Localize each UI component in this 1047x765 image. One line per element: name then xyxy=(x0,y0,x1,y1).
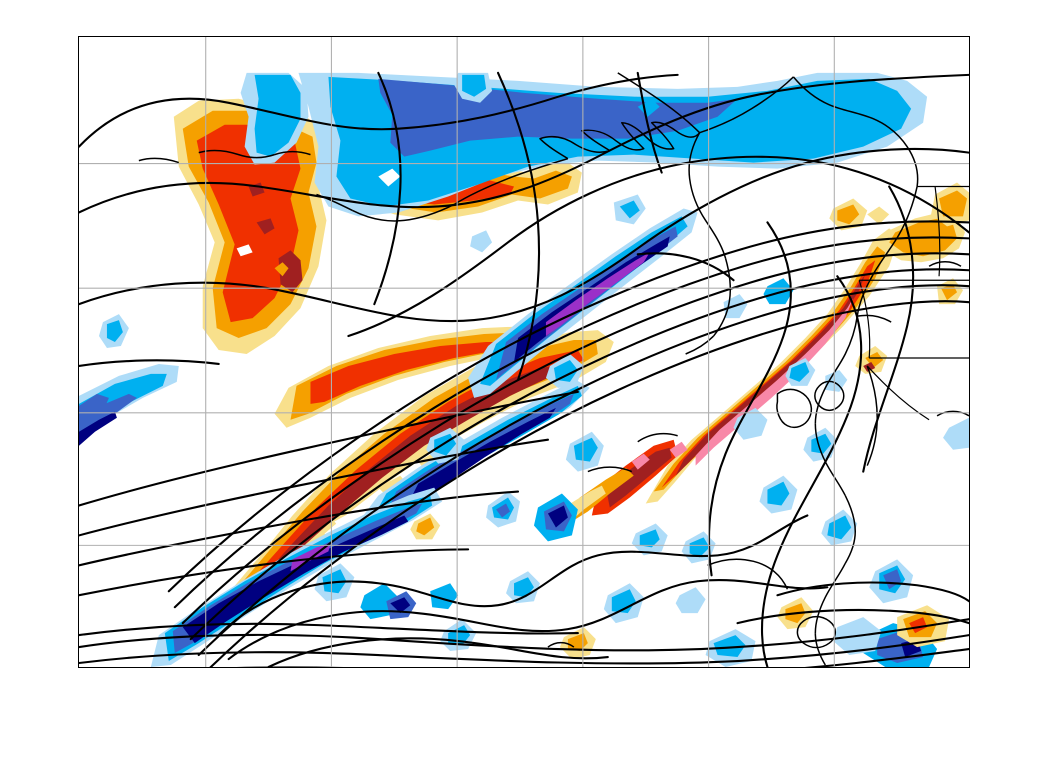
fill-darkred-ar-tail xyxy=(605,447,672,508)
fill-orange-p33 xyxy=(837,204,860,225)
fill-red-nw xyxy=(196,124,301,323)
fill-ltblue-p34 xyxy=(675,587,706,614)
fill-navy-p10 xyxy=(390,597,411,614)
colorbar-swatches[interactable] xyxy=(0,700,1047,742)
fill-darkred-ar xyxy=(675,274,866,476)
map-plot-area xyxy=(79,37,969,667)
fill-darkred-nw xyxy=(278,250,303,293)
fill-ltblue-p23 xyxy=(733,407,768,440)
gridline-layer xyxy=(79,37,969,667)
fill-cyan-p37 xyxy=(689,537,710,558)
fill-cyan-p1 xyxy=(106,320,123,343)
fill-hole-nw2 xyxy=(236,244,253,257)
fill-orange-calif2 xyxy=(913,230,938,253)
fill-cyan-p6 xyxy=(553,359,578,382)
fill-blue-p7 xyxy=(496,503,511,518)
fill-cyan-p22 xyxy=(827,515,852,540)
fill-darkred-nw2 xyxy=(256,218,275,235)
fill-orange-p29 xyxy=(416,517,435,536)
fill-navy-sub xyxy=(182,515,409,644)
colorbar[interactable] xyxy=(0,700,1047,765)
fill-darkred-sw xyxy=(863,361,876,372)
fill-hole-gulf2 xyxy=(637,98,660,117)
fill-red-p26 xyxy=(909,617,928,634)
fill-cyan-p18 xyxy=(763,278,794,305)
fill-navy-mid xyxy=(402,407,556,516)
coastline-layer xyxy=(138,72,969,666)
fill-cyan-p30 xyxy=(639,529,660,548)
fill-cyan-p13 xyxy=(514,577,534,598)
fill-ltblue-p4 xyxy=(470,230,493,253)
contour-line-layer xyxy=(79,71,969,667)
fill-pink-ar-spot2 xyxy=(669,441,688,458)
fill-cyan-p11 xyxy=(430,583,459,610)
map-axes[interactable] xyxy=(78,36,970,668)
fill-orange-p32 xyxy=(939,190,968,217)
fill-cyan-p5c xyxy=(619,200,640,219)
fill-cyan-p16 xyxy=(767,481,790,506)
fill-cyan-p15 xyxy=(611,589,636,614)
fill-navy-p2 xyxy=(79,411,117,446)
fill-cyan-p31 xyxy=(713,635,746,658)
fill-hole-nw xyxy=(274,262,289,277)
fill-blue-p3 xyxy=(79,393,109,426)
fill-hole-gulf xyxy=(378,168,401,187)
fill-cyan-nwcorner xyxy=(254,74,301,157)
fill-ltblue-p35 xyxy=(943,417,969,450)
fill-cyan-nw3 xyxy=(462,74,487,97)
fill-pink-ar-core xyxy=(695,298,854,466)
fill-ltblue-p20 xyxy=(825,369,848,392)
fill-pink-ar-spot xyxy=(631,453,650,470)
fill-yellow-inland xyxy=(867,206,890,225)
fill-cyan-p8 xyxy=(573,437,598,462)
